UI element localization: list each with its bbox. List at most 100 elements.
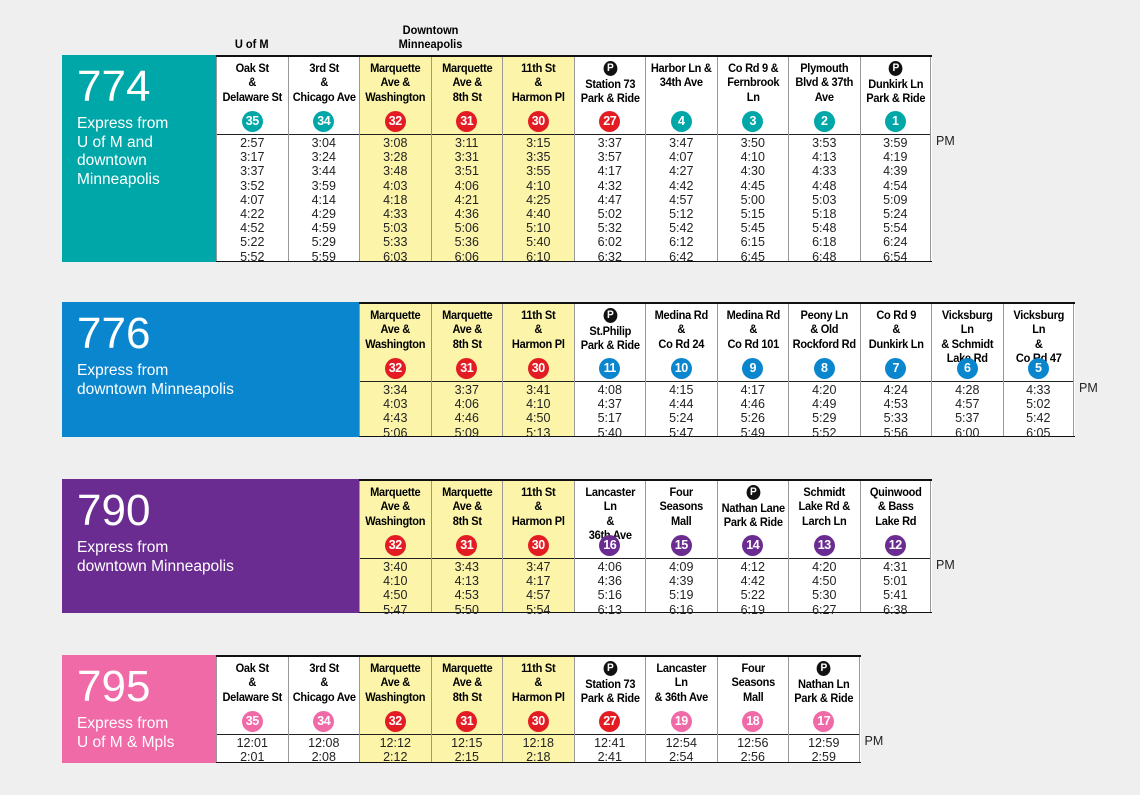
stop-times: 3:47 4:17 4:57 5:54: [503, 560, 574, 617]
stop-name: Schmidt Lake Rd & Larch Ln: [792, 485, 857, 528]
departure-time: 5:54: [883, 221, 908, 236]
stop-name-text: Vicksburg Ln & Co Rd 47: [1012, 308, 1064, 365]
park-and-ride-icon: P: [602, 61, 617, 76]
departure-time: 2:54: [669, 750, 694, 765]
stop-number-badge: 14: [742, 535, 764, 556]
stop-times: 4:33 5:02 5:42 6:05: [1004, 383, 1074, 440]
stop-number-badge: 35: [241, 711, 263, 732]
stop-times: 3:41 4:10 4:50 5:13: [503, 383, 574, 440]
stop-header: Co Rd 9 & Dunkirk Ln 7: [860, 304, 931, 382]
stop-header: Marquette Ave & Washington 32: [360, 57, 431, 135]
departure-time: 4:54: [883, 178, 908, 193]
stop-header: Peony Ln & Old Rockford Rd 8: [789, 304, 860, 382]
departure-time: 5:56: [883, 425, 908, 440]
stop-name-text: Marquette Ave & Washington: [365, 661, 426, 704]
departure-time: 3:51: [454, 164, 479, 179]
departure-time: 5:37: [955, 411, 980, 426]
departure-time: 6:05: [1026, 425, 1051, 440]
departure-time: 5:17: [597, 411, 622, 426]
stop-name: P Nathan Ln Park & Ride: [792, 661, 856, 706]
departure-time: 4:53: [454, 588, 479, 603]
stop-name-text: Four Seasons Mall: [659, 485, 704, 528]
departure-time: 3:04: [311, 136, 336, 150]
departure-time: 12:59: [808, 736, 840, 750]
stop-name: Plymouth Blvd & 37th Ave: [792, 61, 857, 104]
departure-time: 12:54: [665, 736, 697, 750]
departure-time: 5:50: [454, 602, 479, 617]
departure-time: 4:29: [311, 207, 336, 222]
stop-name: Four Seasons Mall: [720, 661, 785, 704]
departure-time: 4:46: [454, 411, 479, 426]
departure-time: 5:06: [383, 425, 408, 440]
departure-time: 3:43: [454, 560, 479, 574]
departure-time: 5:40: [597, 425, 622, 440]
departure-time: 4:44: [669, 397, 694, 412]
route-label-774: 774 Express from U of M and downtown Minn…: [62, 55, 216, 262]
stop-header: 11th St & Harmon Pl 30: [503, 304, 574, 382]
departure-time: 5:24: [669, 411, 694, 426]
stop-name: P St.Philip Park & Ride: [577, 308, 642, 353]
departure-time: 5:19: [669, 588, 694, 603]
stop-times: 4:17 4:46 5:26 5:49: [718, 383, 789, 440]
departure-time: 4:24: [883, 383, 908, 397]
departure-time: 4:12: [740, 560, 765, 574]
stop-header: 11th St & Harmon Pl 30: [503, 57, 574, 135]
departure-time: 4:27: [669, 164, 694, 179]
stop-number-badge: 31: [456, 535, 478, 556]
stop-header: Quinwood & Bass Lake Rd 12: [860, 481, 930, 559]
stop-name-text: Marquette Ave & 8th St: [441, 485, 493, 528]
stop-column: Lancaster Ln & 36th Ave 16 4:06 4:36 5:16 6:1…: [573, 481, 645, 617]
stop-name-text: 11th St & Harmon Pl: [511, 308, 565, 351]
stop-number-badge: 18: [742, 711, 764, 732]
stop-number-badge: 8: [813, 358, 835, 379]
departure-time: 6:19: [740, 602, 765, 617]
departure-time: 4:49: [812, 397, 837, 412]
stop-column: Medina Rd & Co Rd 24 10 4:15 4:44 5:24 5:47: [645, 304, 717, 440]
stop-number-badge: 31: [456, 111, 478, 132]
stop-times: 12:12 2:12: [360, 736, 431, 764]
departure-time: 3:40: [383, 560, 408, 574]
stop-times: 4:06 4:36 5:16 6:13: [575, 560, 646, 617]
departure-time: 4:48: [812, 178, 837, 193]
stop-number-badge: 11: [599, 358, 621, 379]
departure-time: 4:53: [883, 397, 908, 412]
departure-time: 12:01: [236, 736, 268, 750]
departure-time: 12:12: [379, 736, 411, 750]
stop-number-badge: 5: [1027, 358, 1049, 379]
departure-time: 5:12: [669, 207, 694, 222]
departure-time: 3:59: [311, 178, 336, 193]
departure-time: 4:17: [526, 574, 551, 589]
park-and-ride-icon: P: [602, 308, 617, 323]
departure-time: 6:06: [454, 249, 479, 264]
pm-label: PM: [1079, 381, 1098, 395]
stop-column: Schmidt Lake Rd & Larch Ln 13 4:20 4:50 5:30…: [788, 481, 860, 617]
stop-times: 3:11 3:31 3:51 4:06 4:21 4:36 5:06 5:36 6:06: [432, 136, 503, 264]
departure-time: 3:59: [883, 136, 908, 150]
departure-time: 5:45: [740, 221, 765, 236]
stop-column: 11th St & Harmon Pl 30 3:47 4:17 4:57 5:54: [502, 481, 574, 617]
stop-name-text: Schmidt Lake Rd & Larch Ln: [798, 485, 850, 528]
departure-time: 12:18: [522, 736, 554, 750]
departure-time: 4:17: [597, 164, 622, 179]
departure-time: 5:09: [883, 192, 908, 207]
departure-time: 5:59: [311, 249, 336, 264]
departure-time: 2:59: [811, 750, 836, 765]
departure-time: 4:09: [669, 560, 694, 574]
stop-number-badge: 32: [384, 111, 406, 132]
departure-time: 3:08: [383, 136, 408, 150]
departure-time: 4:10: [526, 178, 551, 193]
departure-time: 4:06: [454, 178, 479, 193]
departure-time: 4:06: [597, 560, 622, 574]
departure-time: 6:38: [883, 602, 908, 617]
stop-times: 12:01 2:01: [217, 736, 288, 764]
departure-time: 5:30: [812, 588, 837, 603]
stop-name: Medina Rd & Co Rd 101: [720, 308, 785, 351]
stop-column: P Nathan Ln Park & Ride 17 12:59 2:59: [788, 657, 860, 765]
departure-time: 5:29: [311, 235, 336, 250]
stop-number-badge: 30: [527, 358, 549, 379]
stop-column: P Station 73 Park & Ride 27 3:37 3:57 4:17 4:3…: [573, 57, 645, 264]
stop-times: 3:08 3:28 3:48 4:03 4:18 4:33 5:03 5:33 6:03: [360, 136, 431, 264]
departure-time: 3:47: [669, 136, 694, 150]
departure-time: 12:08: [308, 736, 340, 750]
departure-time: 5:01: [883, 574, 908, 589]
